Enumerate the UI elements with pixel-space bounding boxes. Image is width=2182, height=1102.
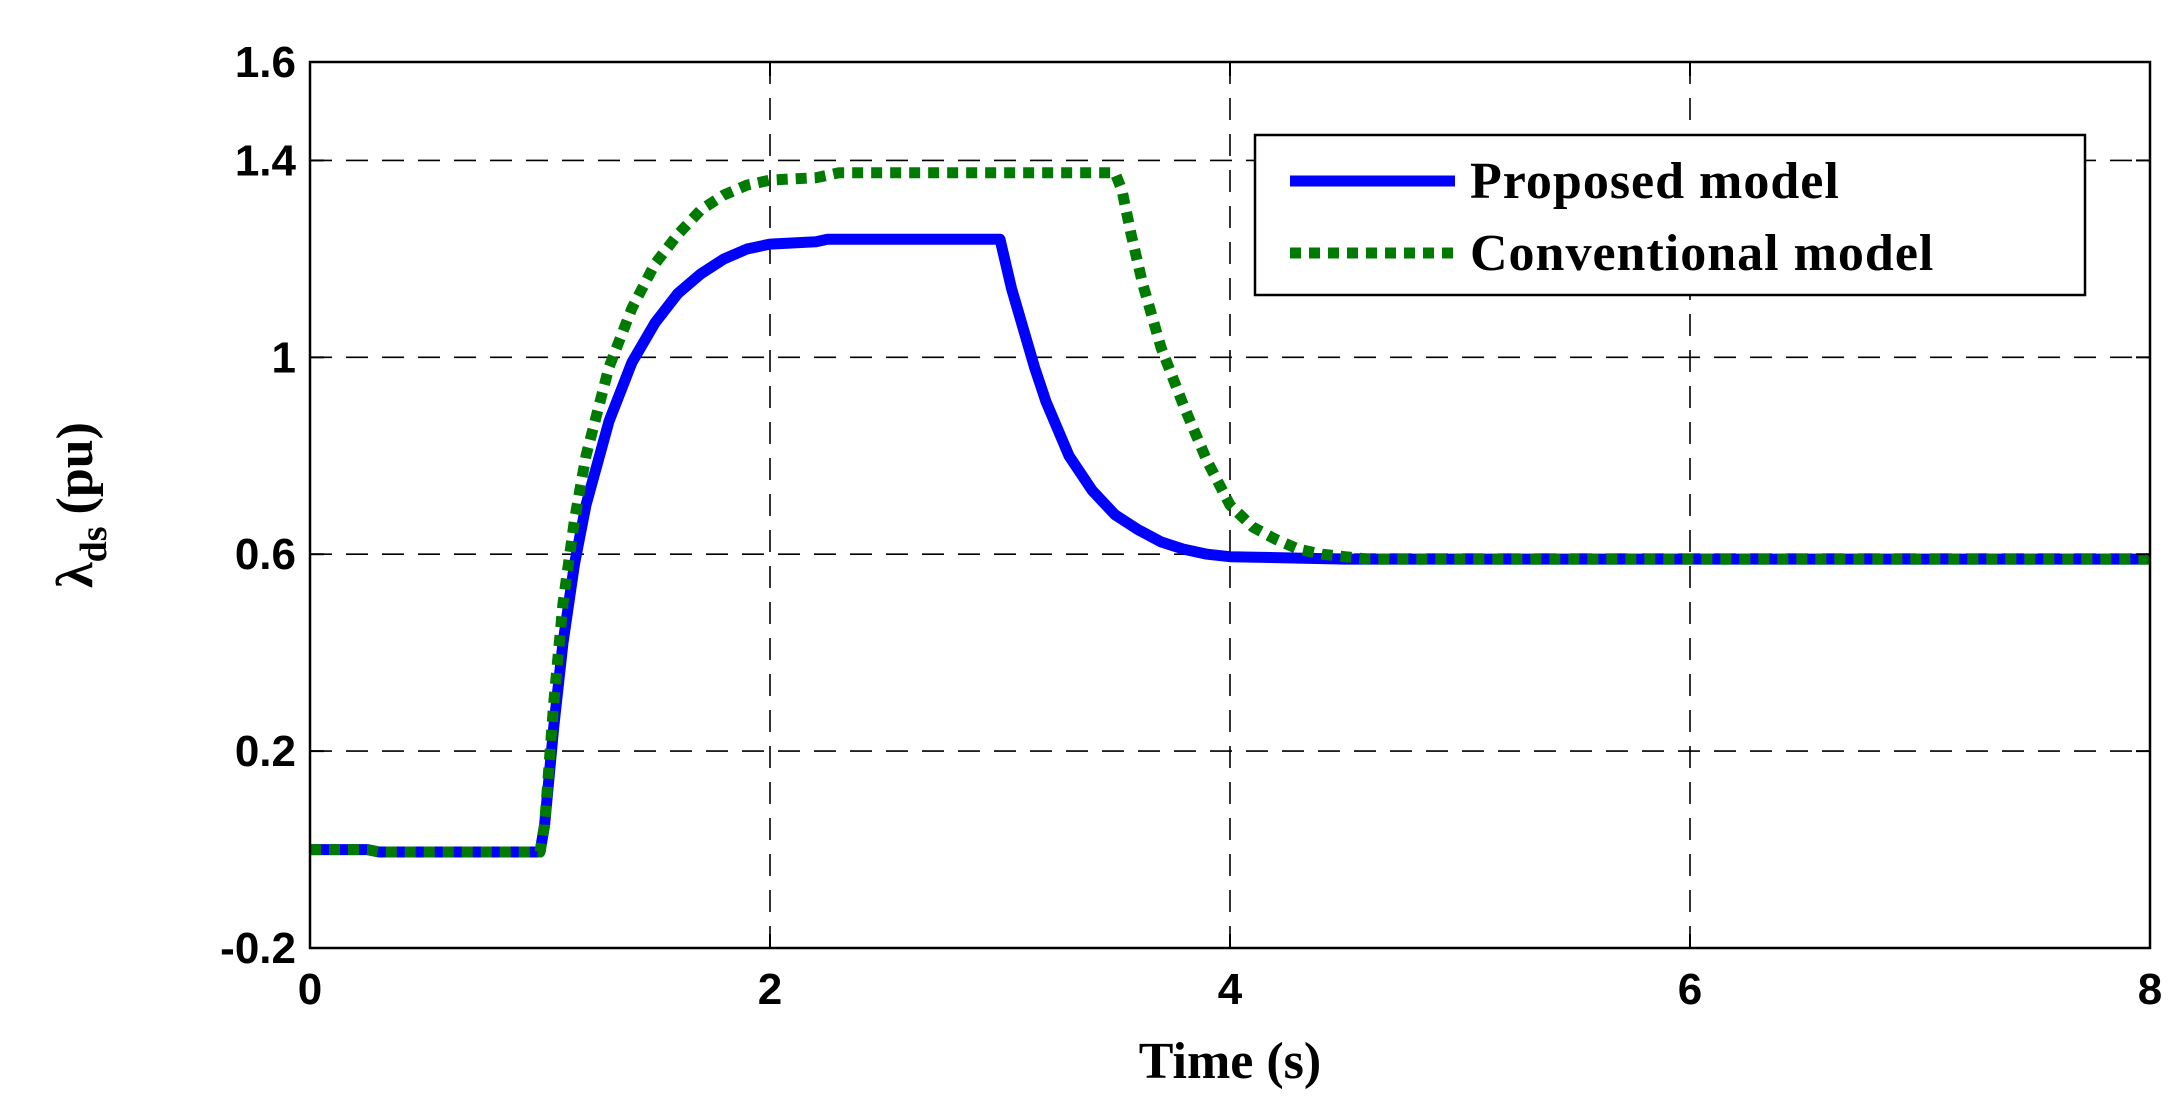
svg-text:λds(pu): λds (pu)	[47, 422, 115, 588]
x-tick-label: 4	[1218, 965, 1243, 1014]
x-tick-label: 0	[298, 965, 322, 1014]
x-tick-label: 6	[1678, 965, 1702, 1014]
x-tick-label: 8	[2138, 965, 2162, 1014]
plot-area	[310, 167, 2150, 858]
y-axis-title: λds (pu)	[47, 422, 115, 588]
y-axis-subscript: ds	[73, 527, 115, 563]
legend-box	[1253, 133, 2087, 297]
legend-label-proposed-model: Proposed model	[1470, 153, 1840, 210]
x-tick-label: 2	[758, 965, 782, 1014]
legend-label-conventional-model: Conventional model	[1470, 225, 1934, 282]
legend: Proposed model Conventional model	[1253, 133, 2087, 297]
axis-ticks: 0 2 4 6 8 -0.2 0.2 0.6 1 1.4 1.6	[220, 38, 2162, 1014]
y-tick-label: 1.4	[235, 136, 297, 185]
y-tick-label: 0.2	[235, 727, 296, 776]
y-tick-label: 0.6	[235, 530, 296, 579]
y-axis-unit: (pu)	[47, 422, 104, 514]
y-tick-label: -0.2	[220, 924, 296, 973]
x-axis-title: Time (s)	[1139, 1033, 1321, 1090]
y-axis-symbol: λ	[47, 562, 104, 588]
y-tick-label: 1.6	[235, 38, 296, 87]
series-line-0	[310, 233, 2150, 858]
y-tick-label: 1	[272, 333, 296, 382]
